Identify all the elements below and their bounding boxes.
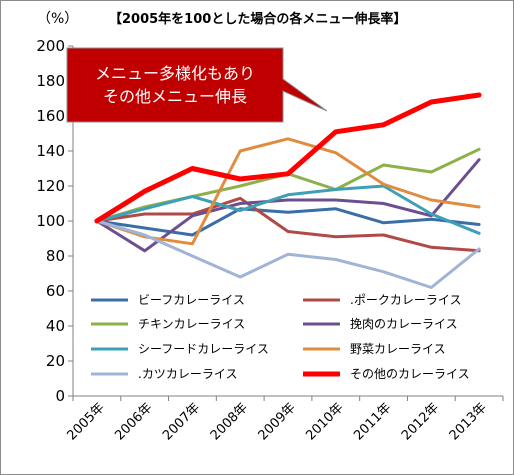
series-line-7: [95, 219, 481, 289]
x-tick-label: 2013年: [447, 400, 490, 443]
annotation-callout: メニュー多様化もあり その他メニュー伸長: [66, 47, 328, 123]
y-tick-label: 200: [36, 37, 65, 55]
callout-line-2: その他メニュー伸長: [103, 87, 247, 106]
y-tick-label: 0: [55, 387, 65, 405]
x-tick-label: 2005年: [65, 400, 108, 443]
legend-label-2: .ポークカレーライス: [350, 293, 461, 307]
legend-label-8: その他のカレーライス: [350, 367, 470, 381]
series-line-8: [94, 92, 482, 224]
legend-label-5: シーフードカレーライス: [138, 342, 269, 356]
x-tick-label: 2009年: [256, 400, 299, 443]
series-line-6: [95, 137, 481, 246]
x-tick-label: 2008年: [208, 400, 251, 443]
x-tick-label: 2010年: [303, 400, 346, 443]
series-line-1: [95, 207, 481, 237]
series-line-2: [95, 196, 481, 253]
x-tick-label: 2007年: [160, 400, 203, 443]
x-tick-label: 2012年: [399, 400, 442, 443]
y-tick-label: 80: [46, 247, 65, 265]
series-line-5: [95, 184, 481, 235]
y-tick-label: 160: [36, 107, 65, 125]
chart-title: 【2005年を100とした場合の各メニュー伸長率】: [109, 11, 406, 27]
y-tick-label: 60: [46, 282, 65, 300]
legend-label-4: 挽肉のカレーライス: [350, 317, 458, 331]
legend-label-3: チキンカレーライス: [138, 317, 245, 331]
legend-label-1: ビーフカレーライス: [138, 293, 245, 307]
y-tick-label: 40: [46, 317, 65, 335]
y-tick-label: 20: [46, 352, 65, 370]
y-tick-label: 140: [36, 142, 65, 160]
y-tick-label: 180: [36, 72, 65, 90]
callout-line-1: メニュー多様化もあり: [95, 64, 255, 83]
callout-box: [66, 47, 328, 123]
series-lines: [94, 92, 482, 289]
legend-label-7: .カツカレーライス: [138, 367, 237, 381]
x-tick-label: 2006年: [112, 400, 155, 443]
x-tick-label: 2011年: [351, 400, 394, 443]
legend-label-6: 野菜カレーライス: [350, 342, 446, 356]
y-tick-label: 100: [36, 212, 65, 230]
y-tick-label: 120: [36, 177, 65, 195]
y-axis-unit-label: （%）: [37, 11, 78, 27]
